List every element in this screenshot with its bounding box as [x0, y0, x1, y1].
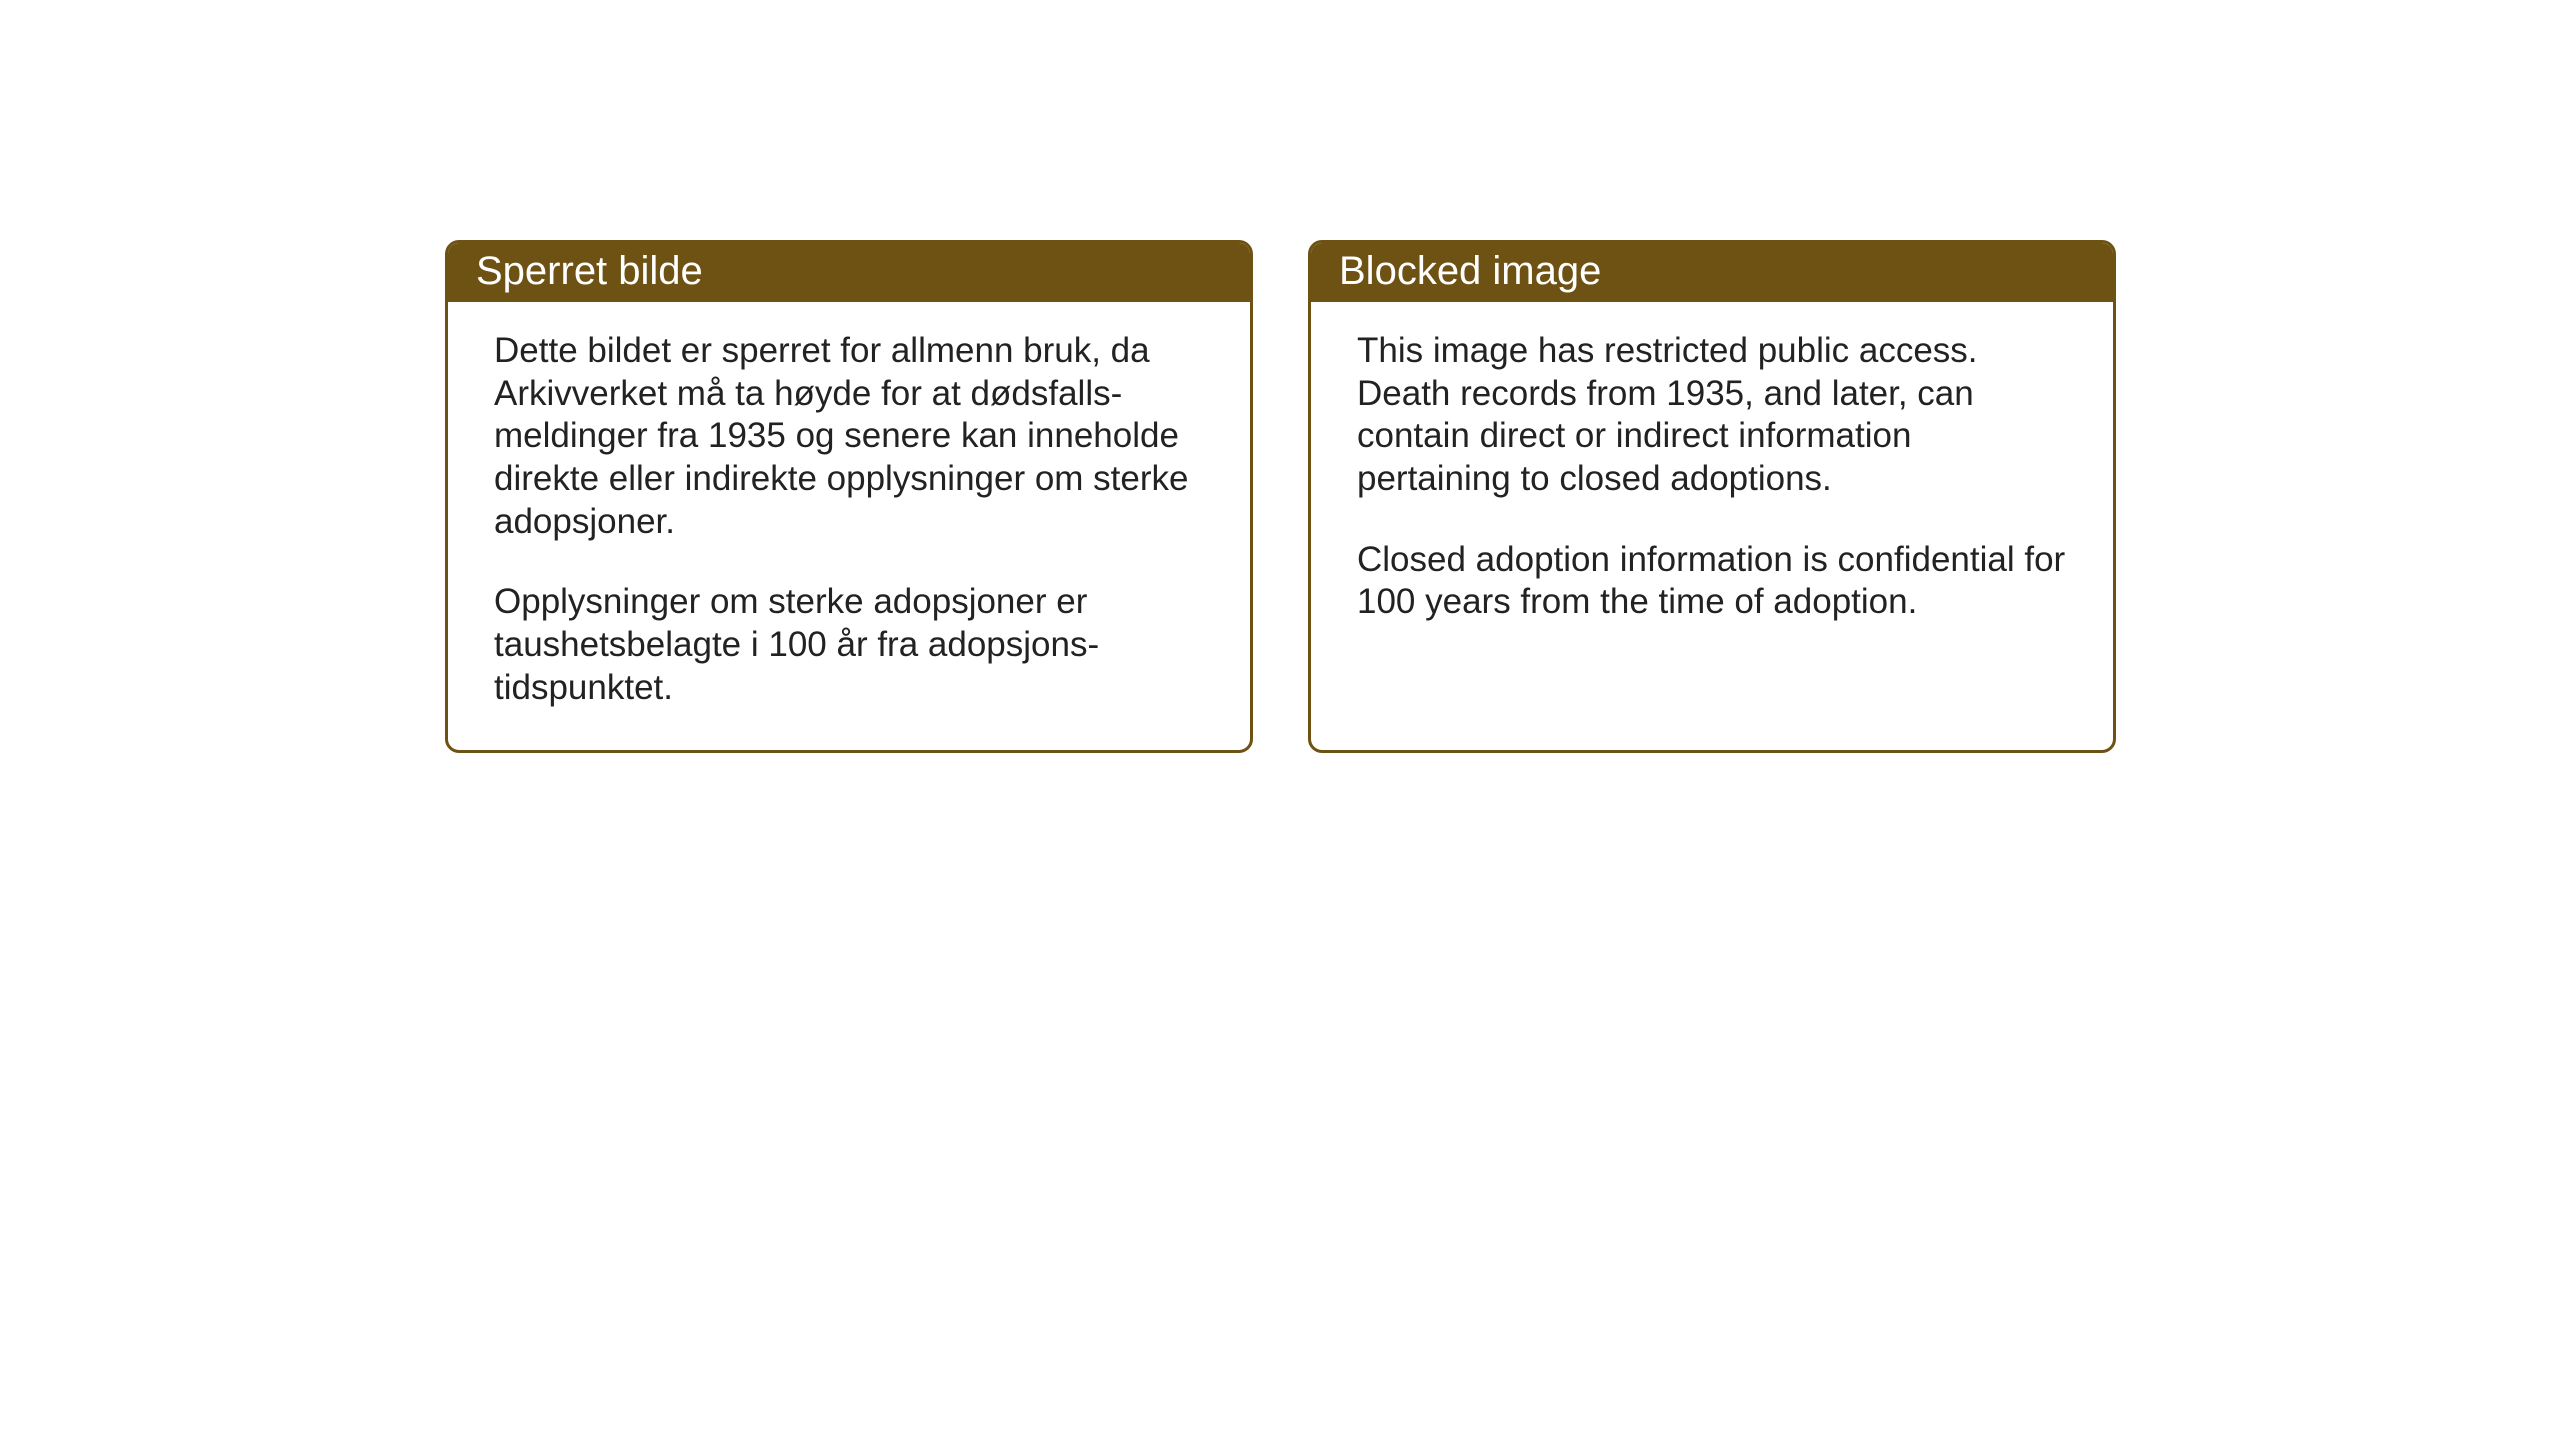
card-title-norwegian: Sperret bilde [476, 249, 703, 293]
card-header-english: Blocked image [1311, 243, 2113, 302]
paragraph-norwegian-2: Opplysninger om sterke adopsjoner er tau… [494, 581, 1210, 709]
card-english: Blocked image This image has restricted … [1308, 240, 2116, 753]
card-body-norwegian: Dette bildet er sperret for allmenn bruk… [448, 302, 1250, 750]
card-title-english: Blocked image [1339, 249, 1601, 293]
paragraph-norwegian-1: Dette bildet er sperret for allmenn bruk… [494, 330, 1210, 543]
paragraph-english-1: This image has restricted public access.… [1357, 330, 2073, 501]
card-norwegian: Sperret bilde Dette bildet er sperret fo… [445, 240, 1253, 753]
card-body-english: This image has restricted public access.… [1311, 302, 2113, 664]
card-header-norwegian: Sperret bilde [448, 243, 1250, 302]
paragraph-english-2: Closed adoption information is confident… [1357, 539, 2073, 624]
cards-container: Sperret bilde Dette bildet er sperret fo… [445, 240, 2116, 753]
